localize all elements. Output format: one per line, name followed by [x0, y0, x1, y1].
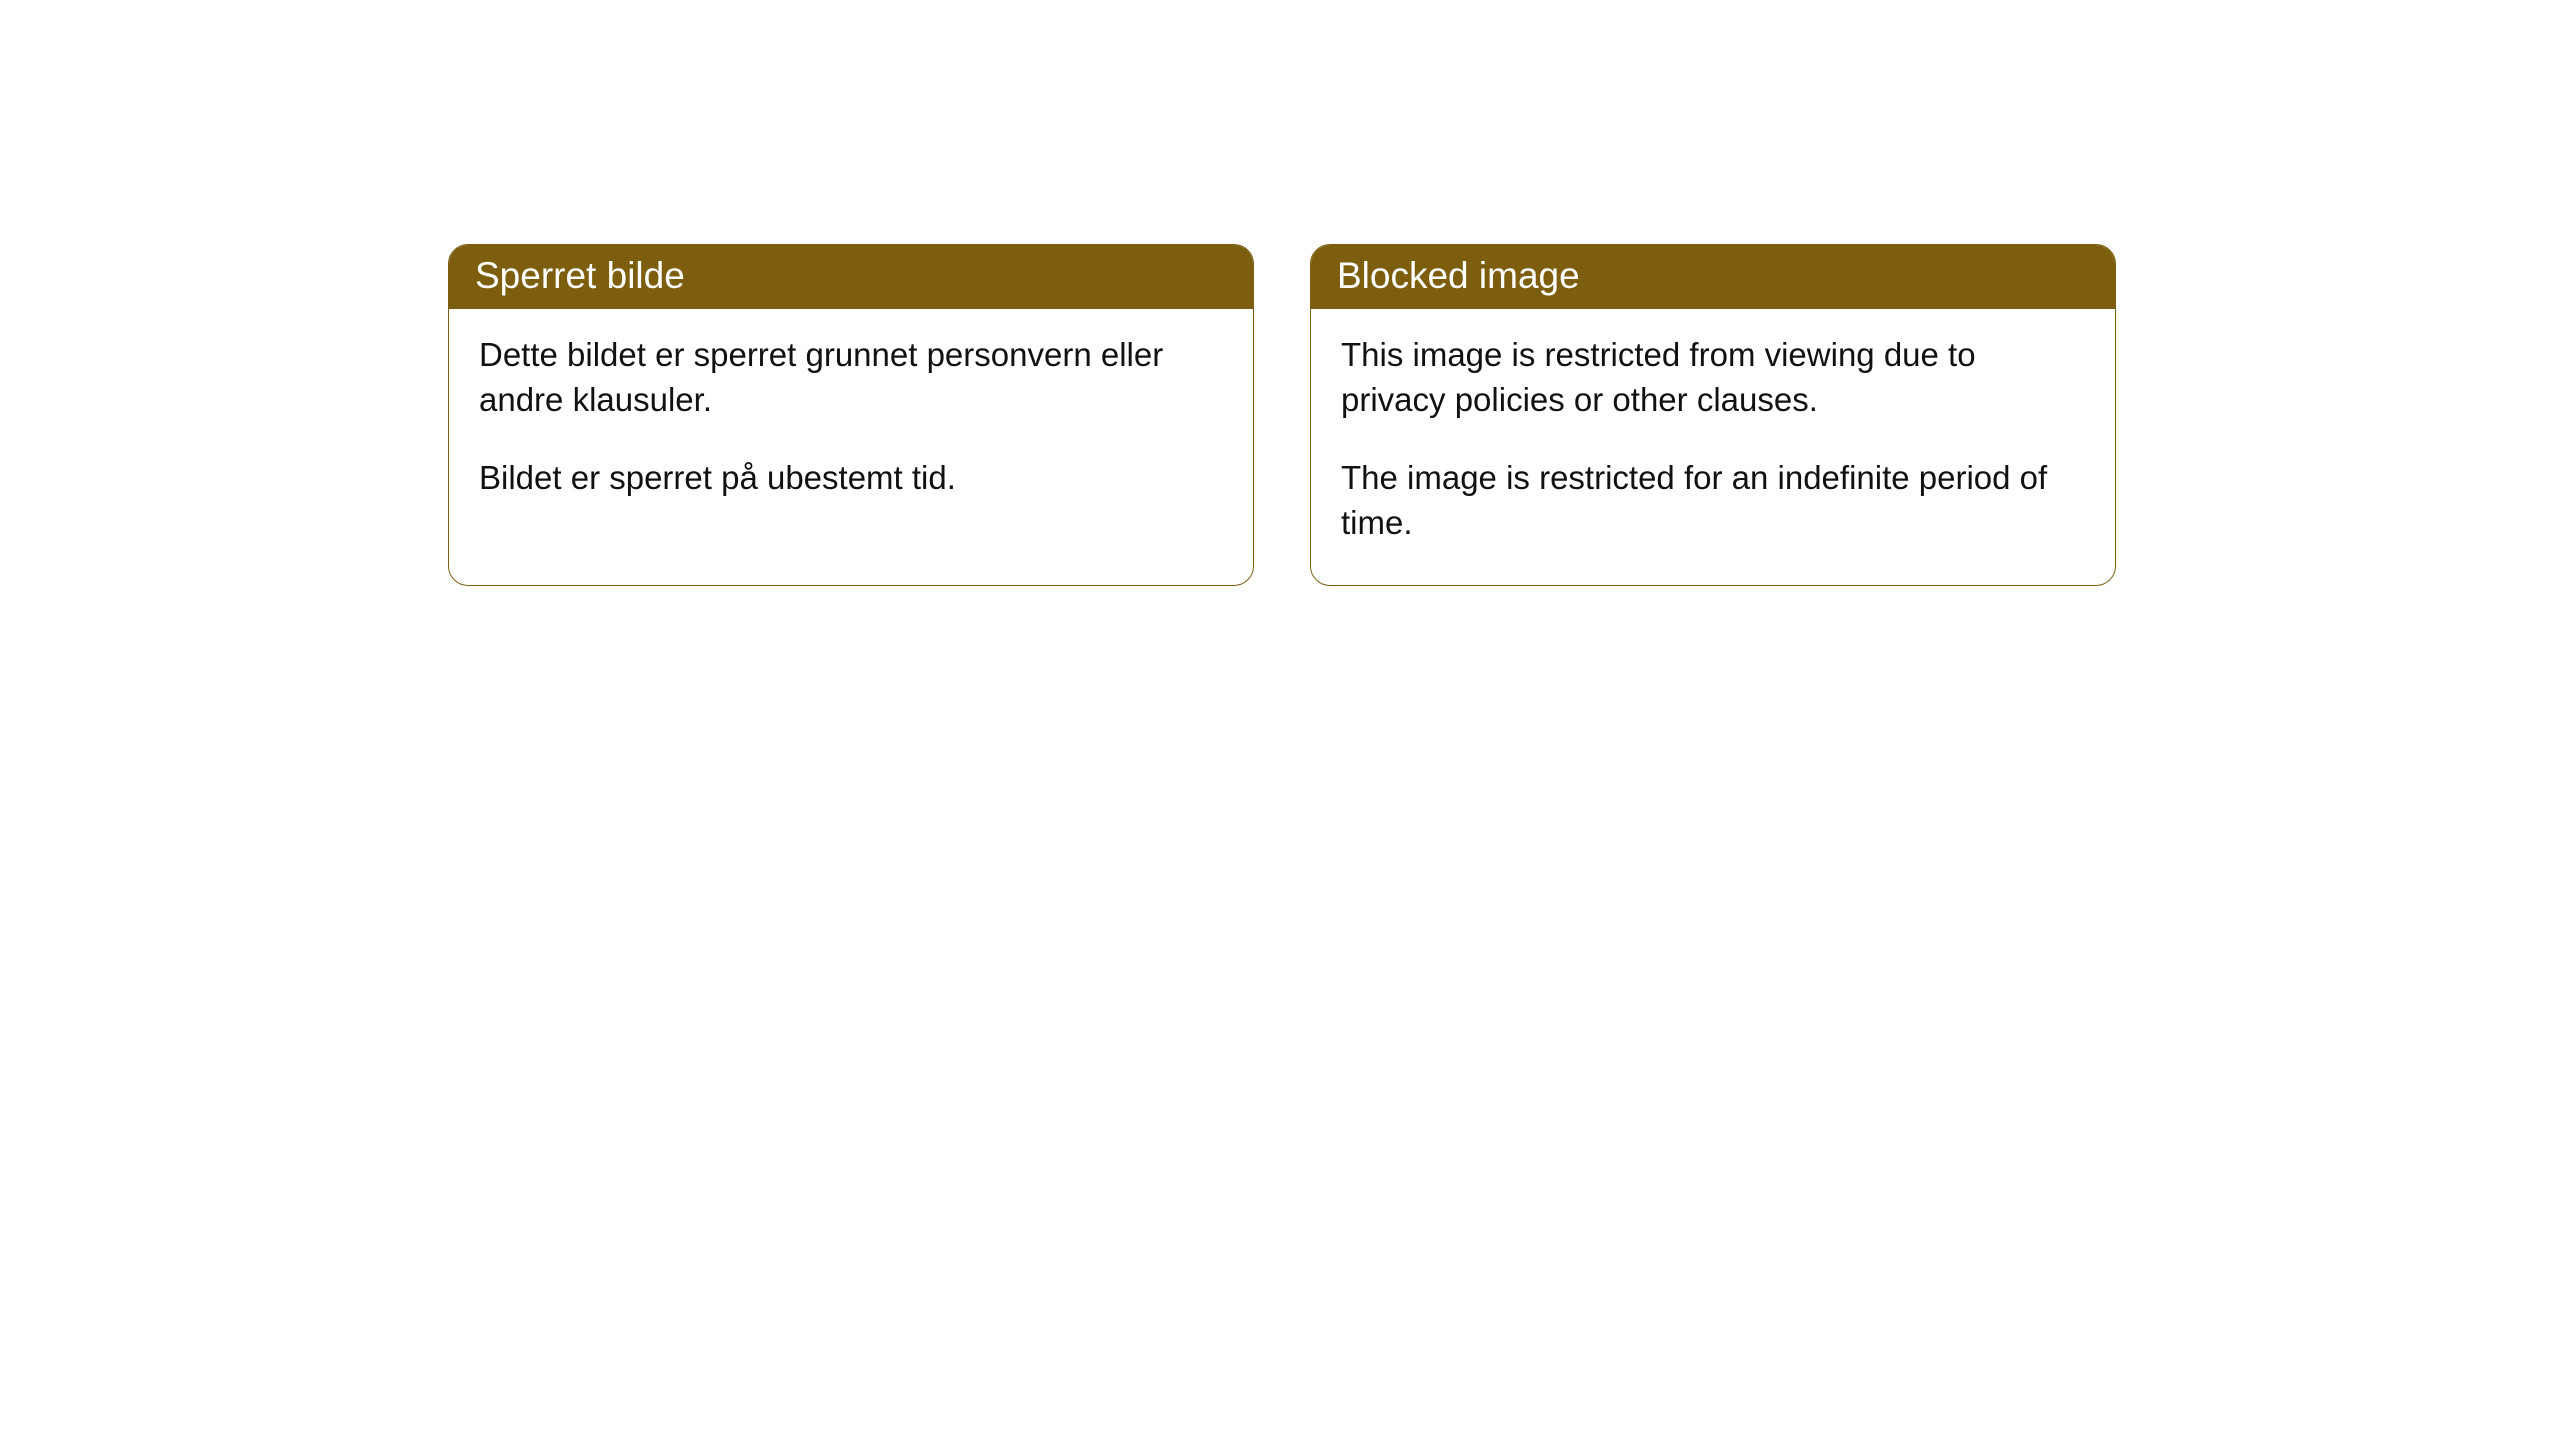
card-paragraph: This image is restricted from viewing du…	[1341, 333, 2085, 422]
card-body: This image is restricted from viewing du…	[1311, 309, 2115, 585]
card-title: Sperret bilde	[475, 255, 685, 296]
notice-card-english: Blocked image This image is restricted f…	[1310, 244, 2116, 586]
card-header: Blocked image	[1311, 245, 2115, 309]
card-paragraph: The image is restricted for an indefinit…	[1341, 456, 2085, 545]
notice-cards-container: Sperret bilde Dette bildet er sperret gr…	[448, 244, 2116, 586]
card-body: Dette bildet er sperret grunnet personve…	[449, 309, 1253, 541]
card-paragraph: Dette bildet er sperret grunnet personve…	[479, 333, 1223, 422]
notice-card-norwegian: Sperret bilde Dette bildet er sperret gr…	[448, 244, 1254, 586]
card-title: Blocked image	[1337, 255, 1580, 296]
card-paragraph: Bildet er sperret på ubestemt tid.	[479, 456, 1223, 501]
card-header: Sperret bilde	[449, 245, 1253, 309]
